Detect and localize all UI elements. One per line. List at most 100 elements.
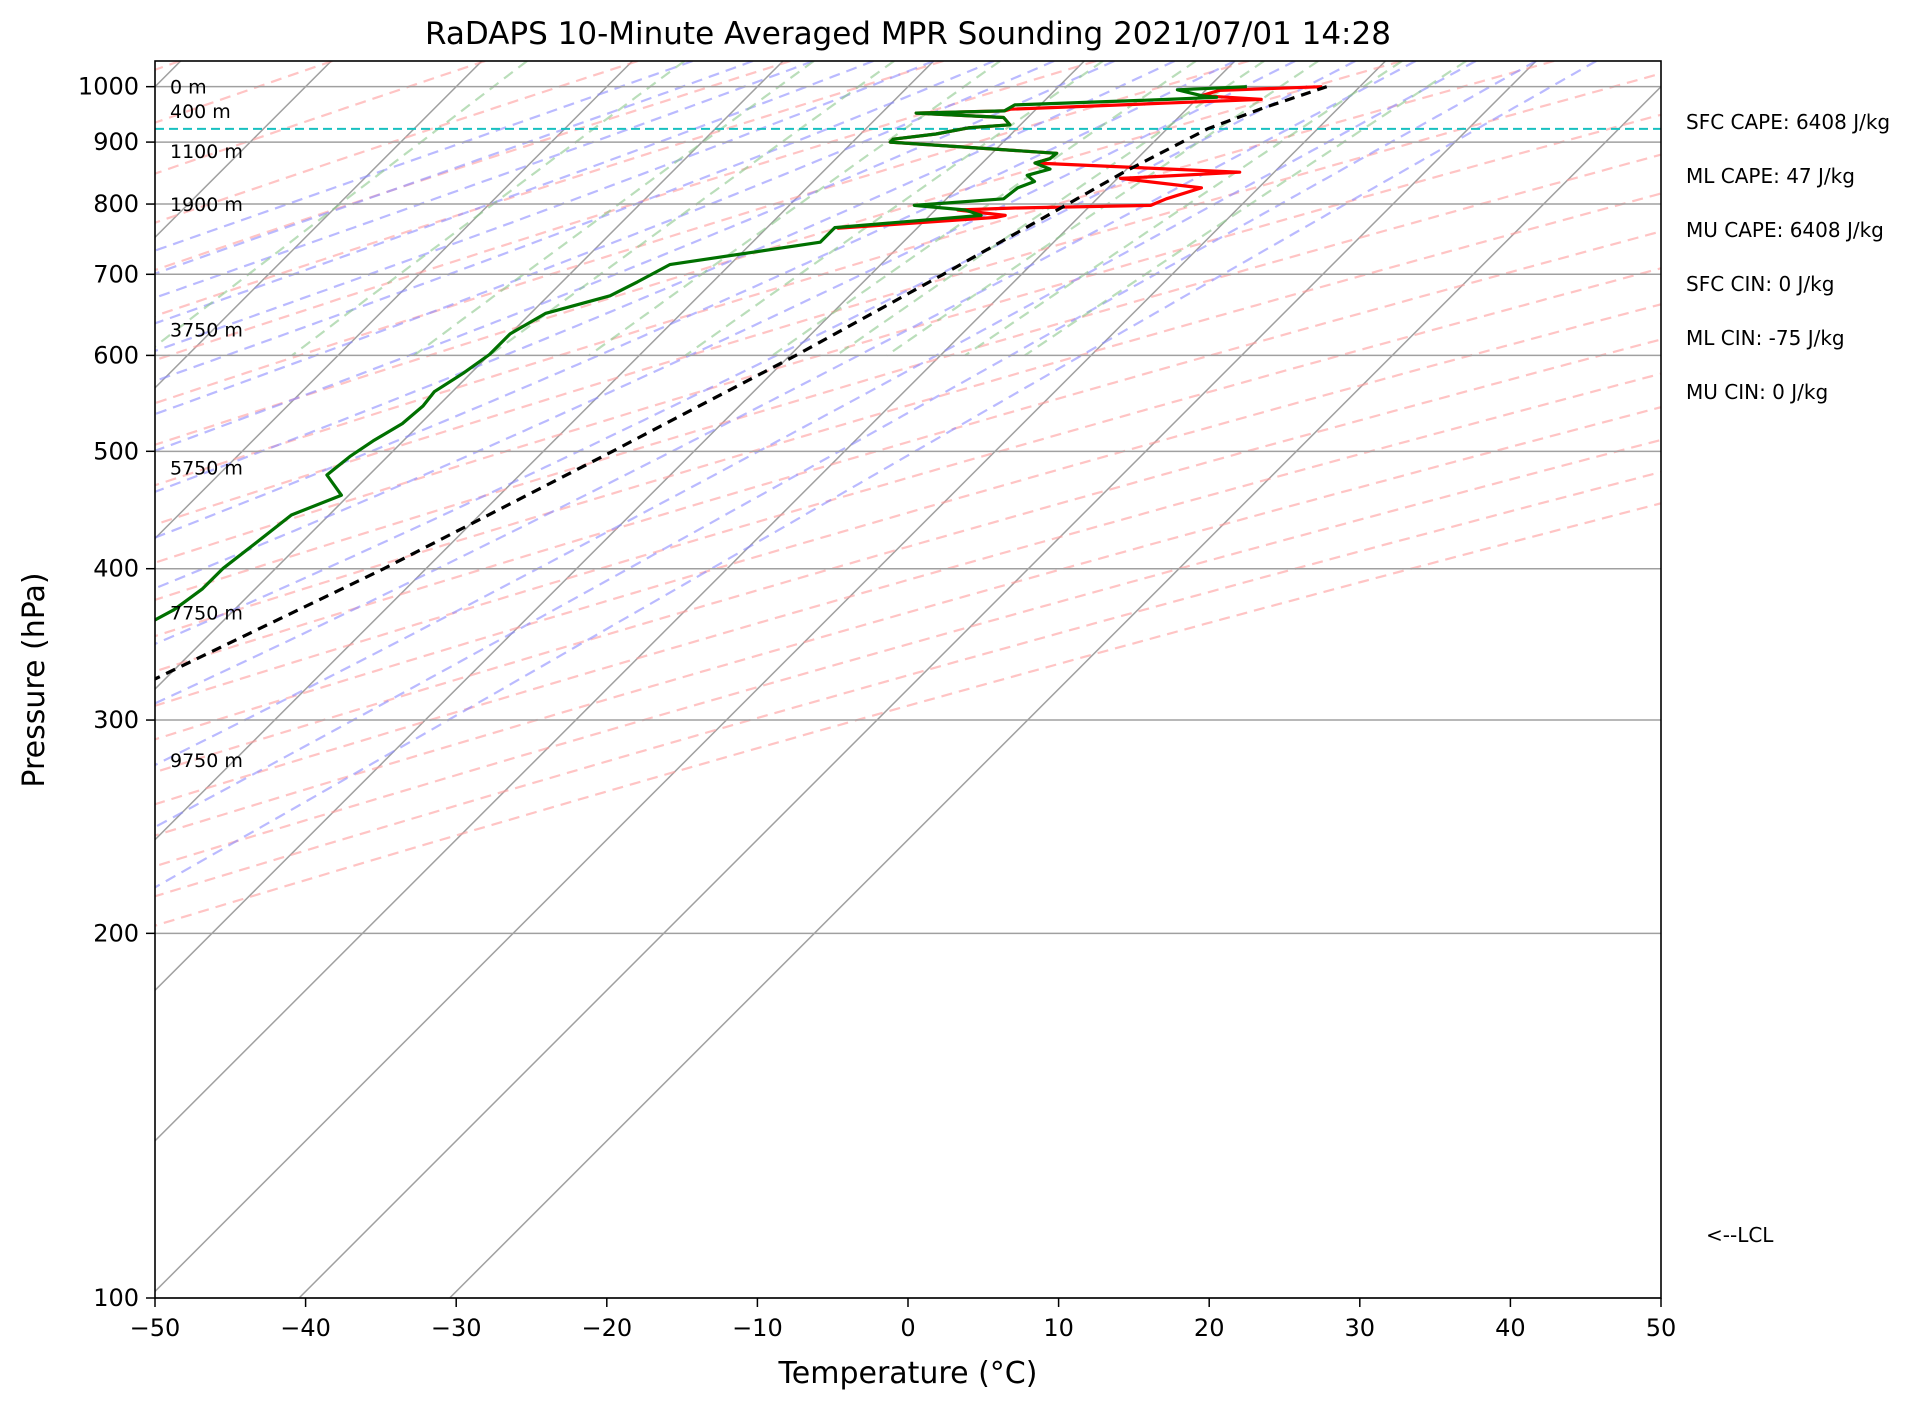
- moist-adiabat-line: [155, 61, 1296, 590]
- dry-adiabat-line: [155, 61, 639, 224]
- y-tick-label: 300: [93, 706, 139, 734]
- moist-adiabat-line: [155, 61, 1537, 829]
- x-tick-label: 0: [900, 1314, 915, 1342]
- dry-adiabat-line: [155, 61, 1097, 362]
- dry-adiabat-line: [155, 502, 1661, 927]
- x-axis-ticks: −50 −40 −30 −20 −10 0 10 20 30 40 50: [130, 1298, 1677, 1342]
- moist-adiabat-line: [155, 61, 1176, 494]
- x-tick-label: −20: [581, 1314, 632, 1342]
- moist-adiabat-line: [155, 61, 995, 383]
- dewpoint-line: [155, 85, 1247, 622]
- chart-title: RaDAPS 10-Minute Averaged MPR Sounding 2…: [425, 16, 1391, 52]
- pressure-gridlines: [155, 85, 1661, 1299]
- moist-adiabat-line: [155, 61, 874, 325]
- y-tick-label: 200: [93, 919, 139, 947]
- stability-index-text: ML CIN: -75 J/kg: [1686, 326, 1845, 350]
- height-label: 1100 m: [170, 141, 243, 163]
- height-label: 400 m: [170, 101, 231, 123]
- isotherm-line: [155, 61, 1386, 1293]
- sounding-traces: [155, 85, 1328, 681]
- stability-index-text: MU CIN: 0 J/kg: [1686, 380, 1828, 404]
- dry-adiabat-line: [155, 113, 1661, 564]
- height-label: 1900 m: [170, 194, 243, 216]
- background-lines: [155, 61, 1661, 1298]
- x-tick-label: −50: [130, 1314, 181, 1342]
- dry-adiabat-line: [155, 192, 1661, 638]
- x-tick-label: 20: [1194, 1314, 1225, 1342]
- dry-adiabat-line: [155, 406, 1661, 837]
- dry-adiabat-line: [155, 61, 944, 318]
- stability-index-text: SFC CAPE: 6408 J/kg: [1686, 110, 1890, 134]
- y-tick-label: 400: [93, 555, 139, 583]
- dry-adiabat-line: [155, 72, 1661, 526]
- height-label: 7750 m: [170, 603, 243, 625]
- moist-adiabat-line: [155, 61, 1597, 889]
- y-axis-ticks: 100 200 300 400 500 600 700 800 900 1000: [78, 73, 155, 1312]
- moist-adiabat-line: [155, 61, 694, 252]
- isotherm-line: [155, 61, 935, 841]
- dry-adiabat-line: [155, 153, 1661, 602]
- stability-index-text: MU CAPE: 6408 J/kg: [1686, 218, 1884, 242]
- isotherm-line: [155, 61, 1085, 992]
- dry-adiabat-line: [155, 303, 1661, 741]
- y-tick-label: 800: [93, 190, 139, 218]
- y-tick-label: 100: [93, 1284, 139, 1312]
- isotherm-line: [155, 61, 1236, 1142]
- dry-adiabat-line: [155, 61, 1250, 405]
- dry-adiabat-line: [155, 61, 1402, 446]
- x-tick-label: 50: [1646, 1314, 1677, 1342]
- mixing-ratio-line: [886, 61, 1319, 357]
- x-tick-label: 30: [1345, 1314, 1376, 1342]
- mixing-ratio-line: [588, 61, 1001, 357]
- stability-index-text: ML CAPE: 47 J/kg: [1686, 164, 1855, 188]
- y-tick-label: 900: [93, 128, 139, 156]
- y-axis-label: Pressure (hPa): [17, 572, 52, 787]
- mixing-ratio-line: [771, 61, 1197, 357]
- x-axis-label: Temperature (°C): [778, 1356, 1038, 1391]
- moist-adiabat-line: [155, 61, 814, 299]
- parcel-line: [155, 85, 1328, 681]
- x-tick-label: 10: [1043, 1314, 1074, 1342]
- moist-adiabat-line: [155, 61, 1356, 646]
- dry-adiabat-line: [155, 61, 486, 175]
- lcl-label: <--LCL: [1706, 1223, 1774, 1247]
- dry-adiabat-line: [155, 61, 1555, 487]
- isotherm-line: [298, 61, 1537, 1298]
- mixing-ratio-line: [684, 61, 1104, 357]
- x-tick-label: −40: [280, 1314, 331, 1342]
- dry-adiabat-line: [155, 438, 1661, 868]
- dry-adiabat-line: [155, 470, 1661, 898]
- mixing-ratio-line: [835, 61, 1265, 357]
- height-label: 0 m: [170, 77, 207, 99]
- dry-adiabat-line: [155, 338, 1661, 774]
- mixing-ratio-line: [964, 61, 1403, 357]
- moist-adiabat-line: [155, 61, 1055, 416]
- y-tick-label: 500: [93, 437, 139, 465]
- dry-adiabat-line: [155, 230, 1661, 673]
- y-tick-label: 600: [93, 341, 139, 369]
- isotherm-line: [155, 61, 483, 389]
- dry-adiabat-line: [155, 267, 1661, 707]
- moist-adiabat-line: [155, 61, 935, 353]
- isotherm-line: [449, 85, 1661, 1298]
- plot-frame: [154, 60, 1662, 1299]
- moist-adiabat-line: [155, 61, 1115, 452]
- height-label: 5750 m: [170, 457, 243, 479]
- y-tick-label: 1000: [78, 73, 139, 101]
- y-tick-label: 700: [93, 260, 139, 288]
- moist-adiabat-line: [155, 61, 1417, 705]
- moist-adiabat-line: [155, 61, 754, 275]
- x-tick-label: 40: [1495, 1314, 1526, 1342]
- x-tick-label: −10: [732, 1314, 783, 1342]
- isotherm-line: [155, 61, 633, 540]
- mixing-ratio-line: [488, 61, 895, 357]
- stability-indices: SFC CAPE: 6408 J/kg ML CAPE: 47 J/kg MU CA…: [1686, 110, 1890, 404]
- moist-adiabat-line: [155, 61, 1236, 539]
- dry-adiabat-line: [155, 372, 1661, 806]
- temperature-line: [837, 85, 1323, 230]
- mixing-ratio-line: [1024, 61, 1467, 357]
- dry-adiabat-line: [155, 61, 791, 272]
- mixing-ratio-line: [291, 61, 686, 357]
